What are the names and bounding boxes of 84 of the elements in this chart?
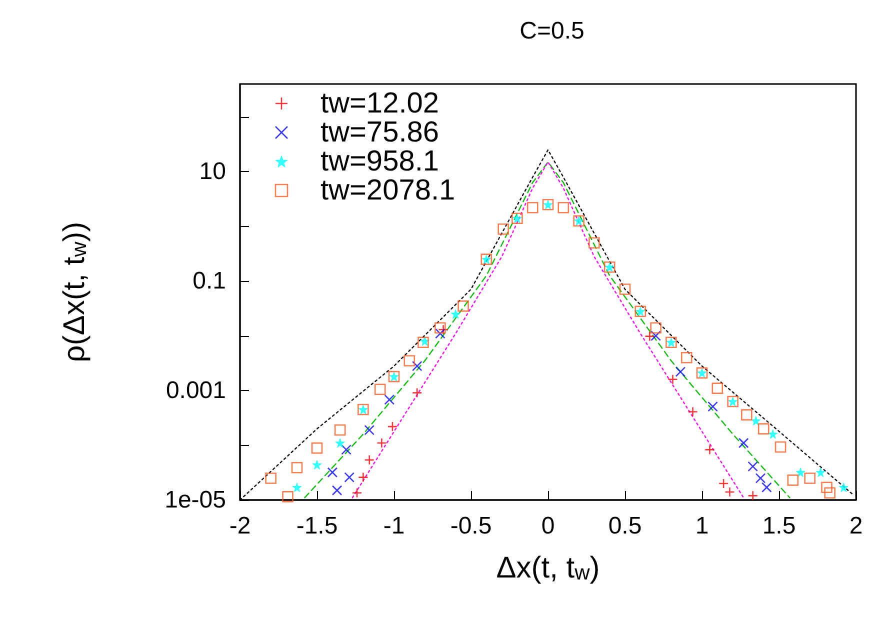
legend-label: tw=75.86	[320, 116, 440, 148]
point	[644, 331, 655, 342]
point	[650, 330, 661, 341]
point	[619, 284, 631, 295]
point	[787, 474, 799, 486]
point	[748, 461, 758, 472]
point	[688, 406, 698, 417]
point	[434, 322, 446, 334]
point	[738, 438, 749, 448]
x-tick-label: -1	[383, 512, 405, 540]
point	[387, 421, 398, 432]
point	[741, 409, 752, 420]
point	[332, 485, 342, 496]
point	[498, 224, 509, 235]
point	[675, 366, 686, 377]
point	[327, 467, 338, 478]
point	[816, 468, 826, 478]
point	[265, 472, 276, 484]
x-tick-label: -1.5	[296, 512, 338, 540]
point	[774, 441, 786, 453]
point	[450, 309, 460, 319]
point	[438, 324, 448, 335]
point	[435, 328, 446, 339]
point	[838, 482, 848, 492]
x-tick-label: 0	[541, 512, 555, 540]
chart-title: C=0.5	[520, 18, 584, 44]
x-tick-label: 2	[849, 512, 863, 540]
point	[418, 336, 429, 348]
point	[718, 478, 729, 489]
y-tick-label: 0.1	[192, 268, 226, 295]
x-tick-label: -2	[229, 512, 251, 540]
point	[558, 202, 570, 214]
point	[335, 438, 345, 448]
point	[751, 416, 761, 426]
point	[412, 360, 422, 372]
point	[458, 300, 469, 312]
point	[412, 388, 422, 398]
point	[282, 491, 294, 502]
x-tick-label: 1.5	[762, 512, 796, 540]
point	[420, 336, 430, 346]
point	[292, 482, 302, 492]
point	[588, 237, 600, 249]
point	[680, 352, 692, 364]
legend-label: tw=12.02	[320, 88, 440, 120]
point	[704, 444, 715, 455]
point	[526, 202, 538, 214]
point	[364, 454, 375, 466]
x-tick-label: 1	[695, 512, 709, 540]
y-tick-label: 10	[199, 158, 226, 186]
legend-label: tw=958.1	[320, 146, 440, 178]
point	[708, 401, 718, 412]
point	[796, 468, 806, 478]
point	[376, 438, 387, 448]
point	[762, 482, 772, 493]
point	[712, 382, 724, 394]
point	[311, 442, 323, 454]
point	[358, 472, 368, 482]
point	[312, 460, 322, 470]
point	[768, 429, 778, 439]
y-axis-title: ρ(Δx(t, tw))	[58, 222, 91, 362]
legend-label: tw=2078.1	[320, 174, 456, 206]
point	[352, 488, 362, 498]
point	[758, 423, 770, 434]
point	[374, 384, 386, 396]
x-tick-label: -0.5	[450, 512, 492, 540]
x-axis-title: Δx(t, tw)	[496, 551, 600, 584]
point	[404, 355, 416, 366]
point	[650, 322, 662, 334]
point	[384, 394, 395, 405]
point	[291, 462, 303, 474]
point	[724, 486, 735, 498]
point	[341, 444, 352, 455]
point	[821, 482, 832, 494]
point	[804, 472, 816, 484]
point	[748, 490, 758, 501]
point	[824, 487, 836, 499]
point	[364, 424, 375, 436]
point	[668, 374, 678, 385]
point	[755, 473, 766, 484]
x-tick-label: 0.5	[608, 512, 642, 540]
y-tick-label: 0.001	[166, 377, 226, 404]
y-tick-label: 1e-05	[164, 486, 226, 514]
point	[344, 472, 354, 482]
point	[334, 424, 346, 436]
